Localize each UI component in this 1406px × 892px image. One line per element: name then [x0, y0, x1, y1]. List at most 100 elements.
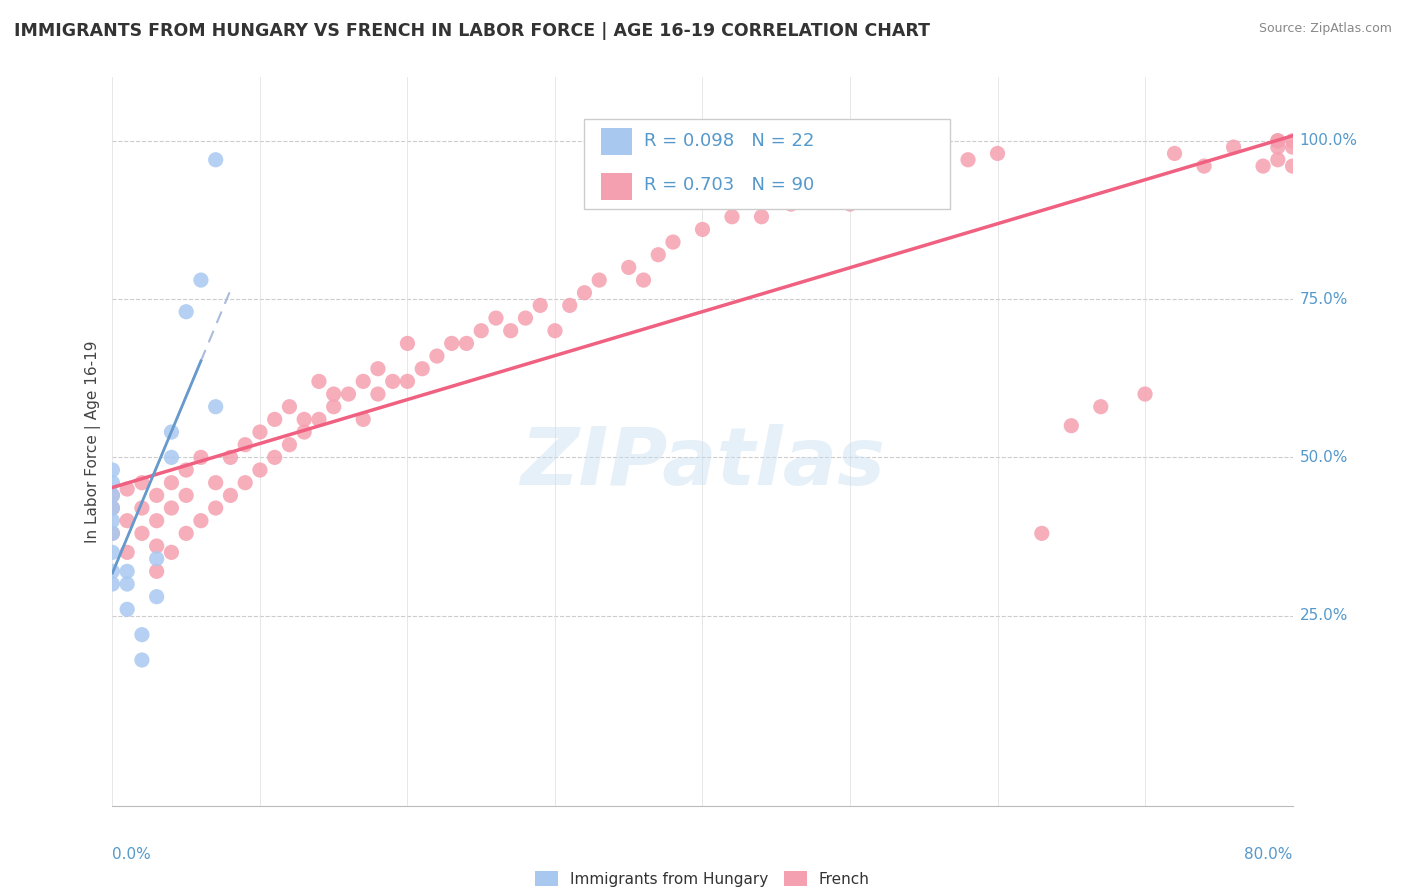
Text: 80.0%: 80.0%: [1244, 847, 1292, 863]
Point: [308, 412, 330, 426]
Text: 100.0%: 100.0%: [1299, 133, 1358, 148]
Point: [101, 577, 124, 591]
Text: 25.0%: 25.0%: [1299, 608, 1348, 624]
Point: [204, 153, 226, 167]
Point: [515, 311, 537, 326]
Point: [499, 324, 522, 338]
Point: [1281, 134, 1303, 148]
Point: [233, 438, 256, 452]
Point: [249, 463, 271, 477]
Point: [1163, 146, 1185, 161]
Point: [411, 361, 433, 376]
Point: [1267, 134, 1289, 148]
Point: [219, 488, 242, 502]
Point: [174, 304, 197, 318]
Y-axis label: In Labor Force | Age 16-19: In Labor Force | Age 16-19: [86, 340, 101, 543]
Point: [810, 185, 832, 199]
Point: [190, 514, 212, 528]
Point: [1267, 140, 1289, 154]
Point: [131, 526, 153, 541]
Point: [529, 298, 551, 312]
Point: [115, 577, 138, 591]
Point: [101, 475, 124, 490]
Point: [204, 400, 226, 414]
Point: [352, 375, 374, 389]
Text: R = 0.098   N = 22: R = 0.098 N = 22: [644, 132, 814, 150]
Point: [986, 146, 1008, 161]
Point: [145, 514, 167, 528]
Point: [662, 235, 685, 249]
Point: [101, 526, 124, 541]
Point: [337, 387, 360, 401]
Point: [367, 387, 389, 401]
Point: [101, 565, 124, 579]
Point: [692, 222, 714, 236]
Point: [898, 159, 921, 173]
Point: [115, 602, 138, 616]
Point: [101, 501, 124, 516]
Point: [145, 488, 167, 502]
Point: [101, 501, 124, 516]
Point: [160, 425, 183, 439]
Point: [160, 475, 183, 490]
Point: [101, 545, 124, 559]
Point: [308, 375, 330, 389]
Point: [544, 324, 567, 338]
Text: R = 0.703   N = 90: R = 0.703 N = 90: [644, 177, 814, 194]
Point: [160, 501, 183, 516]
Point: [204, 475, 226, 490]
Point: [101, 514, 124, 528]
Point: [396, 375, 419, 389]
Point: [588, 273, 610, 287]
Point: [574, 285, 596, 300]
Point: [1031, 526, 1053, 541]
Point: [174, 488, 197, 502]
Point: [263, 412, 285, 426]
Point: [647, 248, 669, 262]
Point: [131, 501, 153, 516]
Point: [1090, 400, 1112, 414]
Point: [957, 153, 980, 167]
Point: [278, 400, 301, 414]
Point: [190, 273, 212, 287]
Point: [101, 488, 124, 502]
Point: [367, 361, 389, 376]
Point: [1192, 159, 1215, 173]
Point: [101, 488, 124, 502]
Point: [396, 336, 419, 351]
Point: [751, 210, 773, 224]
Point: [115, 482, 138, 496]
Point: [456, 336, 478, 351]
Point: [1267, 134, 1289, 148]
Point: [278, 438, 301, 452]
Point: [440, 336, 463, 351]
Point: [1222, 140, 1244, 154]
Point: [160, 450, 183, 465]
Point: [1060, 418, 1083, 433]
Point: [381, 375, 404, 389]
Point: [470, 324, 492, 338]
Point: [928, 146, 950, 161]
Point: [485, 311, 508, 326]
Point: [145, 590, 167, 604]
Point: [263, 450, 285, 465]
Point: [558, 298, 581, 312]
Point: [115, 565, 138, 579]
Point: [322, 400, 344, 414]
Point: [322, 387, 344, 401]
Point: [131, 475, 153, 490]
Point: [780, 197, 803, 211]
Point: [869, 171, 891, 186]
Point: [617, 260, 640, 275]
Point: [101, 463, 124, 477]
Point: [1251, 159, 1274, 173]
Point: [839, 197, 862, 211]
Point: [292, 425, 315, 439]
Text: 50.0%: 50.0%: [1299, 450, 1348, 465]
Point: [131, 628, 153, 642]
Point: [115, 514, 138, 528]
Point: [145, 565, 167, 579]
Point: [145, 551, 167, 566]
Point: [233, 475, 256, 490]
Point: [115, 545, 138, 559]
